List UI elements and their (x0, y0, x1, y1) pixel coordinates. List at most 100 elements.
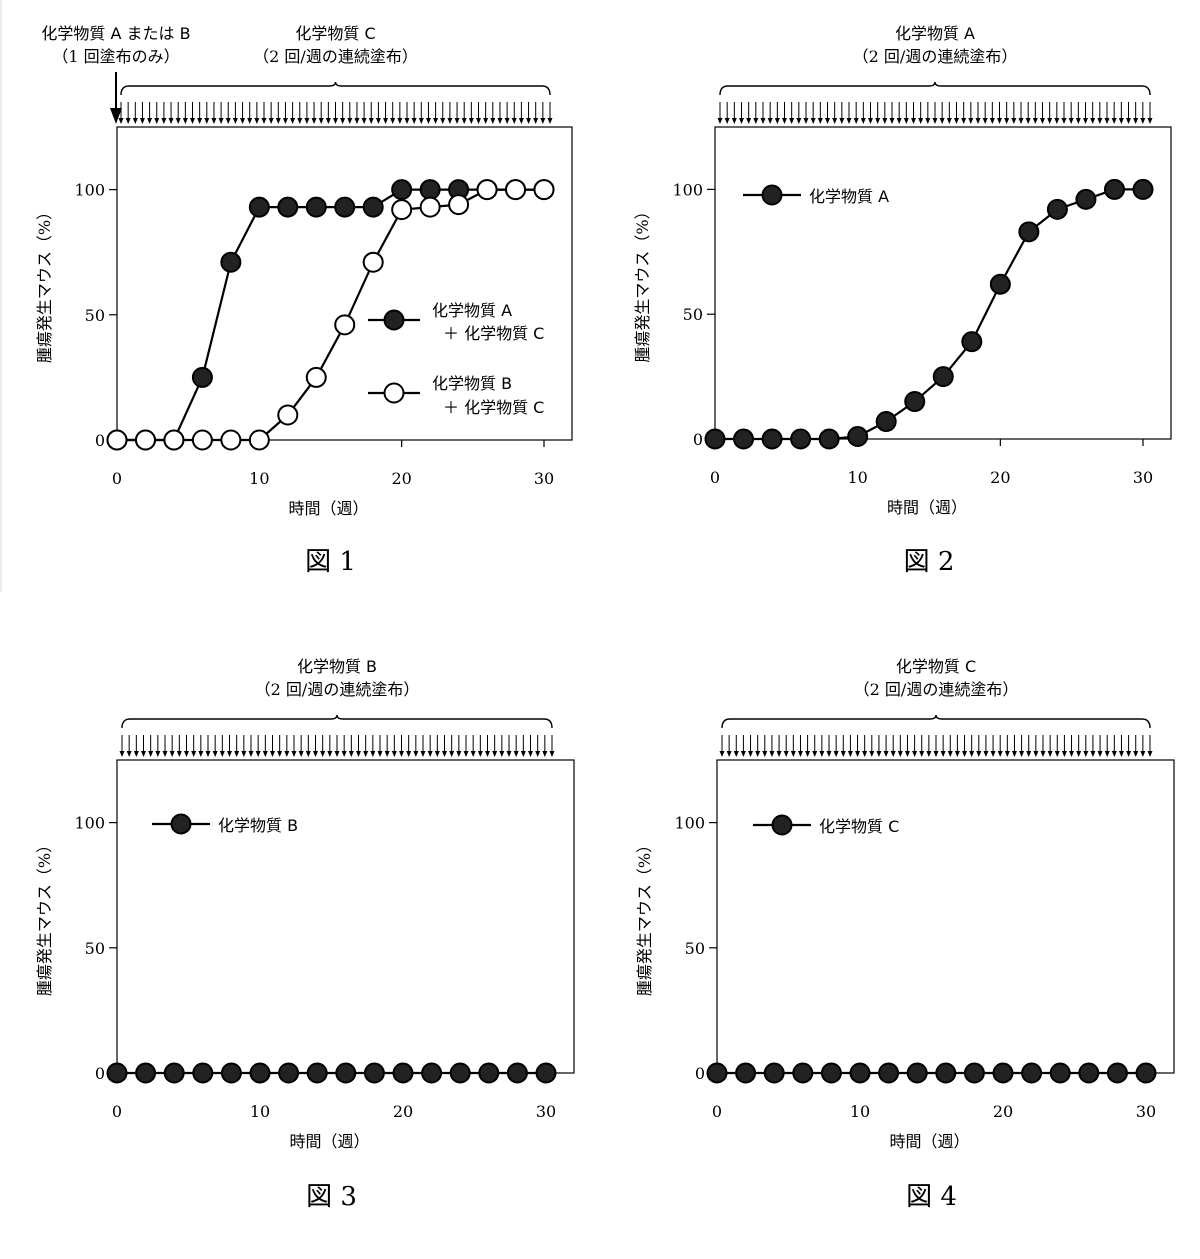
figure-caption: 図 1 (305, 547, 356, 577)
application-arrowhead (1133, 118, 1139, 124)
application-arrowhead (139, 118, 145, 124)
application-arrowhead (463, 751, 469, 757)
series-1 (106, 1062, 557, 1084)
y-tick-label: 0 (693, 430, 703, 449)
application-arrowhead (912, 751, 918, 757)
application-arrowhead (803, 118, 809, 124)
y-tick-label: 100 (672, 180, 703, 199)
application-arrowhead (825, 118, 830, 124)
application-arrowhead (162, 751, 168, 757)
data-point (906, 1062, 928, 1084)
application-arrowhead (1004, 751, 1010, 757)
application-arrowhead (197, 118, 203, 124)
application-arrowhead (468, 118, 474, 124)
series-2 (106, 179, 555, 451)
data-point (1132, 178, 1154, 200)
application-arrowhead (205, 751, 211, 757)
data-point (704, 428, 726, 450)
data-point (334, 314, 356, 336)
application-arrowhead (533, 118, 539, 124)
y-tick-label: 50 (85, 939, 105, 958)
data-point (1106, 1062, 1128, 1084)
application-arrowhead (425, 118, 431, 124)
legend-entry-1: 化学物質 A (743, 184, 889, 206)
application-arrowhead (862, 751, 868, 757)
data-point (277, 404, 299, 426)
legend-label: 化学物質 A (432, 301, 512, 320)
application-arrowhead (1040, 118, 1045, 124)
application-arrowhead (969, 751, 975, 757)
application-arrowhead (506, 751, 512, 757)
data-point (992, 1062, 1014, 1084)
application-arrowhead (925, 118, 931, 124)
application-arrowhead (370, 751, 376, 757)
application-arrowhead (740, 751, 746, 757)
x-tick-label: 0 (112, 1102, 122, 1121)
application-arrowhead (225, 118, 231, 124)
application-arrowhead (876, 751, 882, 757)
data-point (106, 1062, 128, 1084)
legend-marker (771, 814, 793, 836)
data-point (106, 429, 128, 451)
application-arrowhead (869, 751, 875, 757)
application-arrowhead (449, 751, 455, 757)
application-arrowhead (839, 118, 845, 124)
application-arrowhead (896, 118, 902, 124)
application-arrowhead (513, 751, 519, 757)
application-arrowhead (261, 118, 267, 124)
application-arrowhead (1033, 751, 1039, 757)
data-point (505, 179, 527, 201)
y-axis-label: 腫瘍発生マウス（%） (35, 837, 54, 996)
application-arrowhead (348, 751, 354, 757)
application-arrowhead (1076, 751, 1082, 757)
application-arrowhead (191, 751, 197, 757)
application-arrowhead (540, 118, 546, 124)
application-arrows (719, 735, 1153, 757)
application-arrowhead (270, 751, 275, 757)
application-arrowhead (1090, 118, 1096, 124)
application-arrowhead (240, 118, 246, 124)
data-point (419, 179, 441, 201)
x-tick-label: 0 (710, 468, 720, 487)
y-tick-label: 0 (95, 431, 105, 450)
application-arrowhead (1083, 118, 1088, 124)
application-arrowhead (490, 118, 496, 124)
application-arrowhead (535, 751, 541, 757)
application-arrowhead (810, 118, 816, 124)
treatment-label: 化学物質 C (896, 657, 976, 676)
application-arrowhead (125, 118, 131, 124)
application-arrowhead (169, 751, 175, 757)
application-arrowhead (832, 118, 838, 124)
data-point (449, 1062, 471, 1084)
application-arrowhead (776, 751, 782, 757)
application-arrowhead (919, 751, 925, 757)
application-arrowhead (1075, 118, 1081, 124)
data-point (875, 411, 897, 433)
y-tick-label: 50 (685, 939, 705, 958)
application-arrowhead (291, 751, 297, 757)
application-arrowhead (1104, 118, 1110, 124)
legend-marker (761, 184, 783, 206)
application-arrowhead (890, 751, 896, 757)
y-tick-label: 50 (85, 306, 105, 325)
application-arrowhead (184, 751, 189, 757)
series-line (117, 188, 544, 442)
data-point (932, 366, 954, 388)
application-arrowhead (126, 751, 132, 757)
data-point (1103, 178, 1125, 200)
application-arrowhead (1025, 118, 1031, 124)
legend-entry-1: 化学物質 A ＋ 化学物質 C (368, 301, 544, 343)
plot-frame (716, 759, 1175, 1074)
data-point (1049, 1062, 1071, 1084)
application-arrowhead (875, 118, 881, 124)
data-point (448, 194, 470, 216)
application-arrowhead (268, 118, 274, 124)
application-arrowhead (334, 751, 340, 757)
application-arrowhead (946, 118, 952, 124)
application-arrowhead (227, 751, 232, 757)
application-arrowhead (1140, 118, 1146, 124)
legend-label: 化学物質 A (809, 187, 889, 206)
data-point (706, 1062, 728, 1084)
application-arrowhead (384, 751, 390, 757)
application-arrowhead (853, 118, 859, 124)
